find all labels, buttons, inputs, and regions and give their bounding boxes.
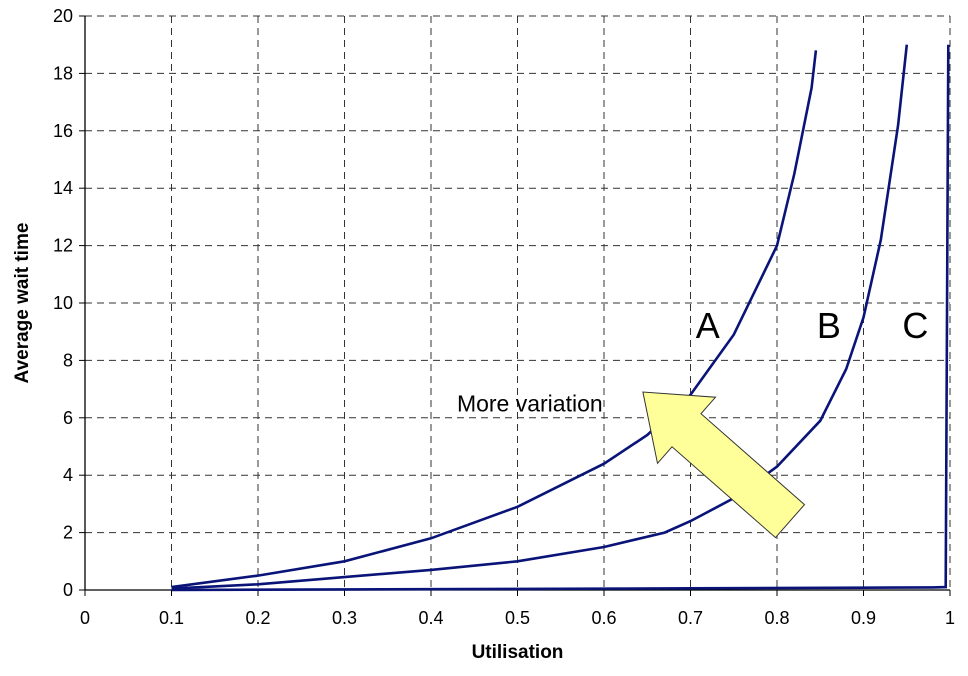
curve-label-c: C [902,305,928,346]
y-tick-label: 6 [63,408,73,428]
x-tick-label: 0.7 [678,608,703,628]
curve-label-b: B [817,305,841,346]
x-tick-label: 0.9 [851,608,876,628]
x-tick-label: 0.8 [764,608,789,628]
y-tick-label: 8 [63,350,73,370]
x-tick-label: 0 [80,608,90,628]
arrow-shape [642,391,806,539]
series-line-a [171,50,818,589]
variation-arrow [642,391,806,539]
x-tick-label: 0.4 [418,608,443,628]
y-tick-label: 20 [53,6,73,26]
y-tick-label: 16 [53,121,73,141]
x-tick-label: 0.1 [159,608,184,628]
x-tick-labels: 0 0.1 0.2 0.3 0.4 0.5 0.6 0.7 0.8 0.9 1 [80,608,955,628]
series-lines [171,44,950,592]
y-tick-label: 10 [53,293,73,313]
x-tick-label: 0.6 [591,608,616,628]
x-tick-label: 0.3 [332,608,357,628]
annotations: A B C More variation [457,305,928,416]
grid-lines [85,15,951,590]
x-tick-label: 1 [945,608,955,628]
series-line-c [171,44,950,592]
y-tick-label: 2 [63,523,73,543]
curve-label-a: A [696,305,720,346]
y-tick-label: 14 [53,178,73,198]
x-axis-title: Utilisation [472,642,564,663]
y-tick-label: 18 [53,63,73,83]
y-tick-label: 12 [53,236,73,256]
y-axis-title: Average wait time [12,223,33,384]
series-line-b [171,44,909,590]
y-tick-label: 0 [63,580,73,600]
x-tick-label: 0.5 [505,608,530,628]
x-tick-label: 0.2 [245,608,270,628]
y-tick-labels: 0 2 4 6 8 10 12 14 16 18 20 [53,6,73,600]
more-variation-note: More variation [457,390,603,416]
y-tick-label: 4 [63,465,73,485]
